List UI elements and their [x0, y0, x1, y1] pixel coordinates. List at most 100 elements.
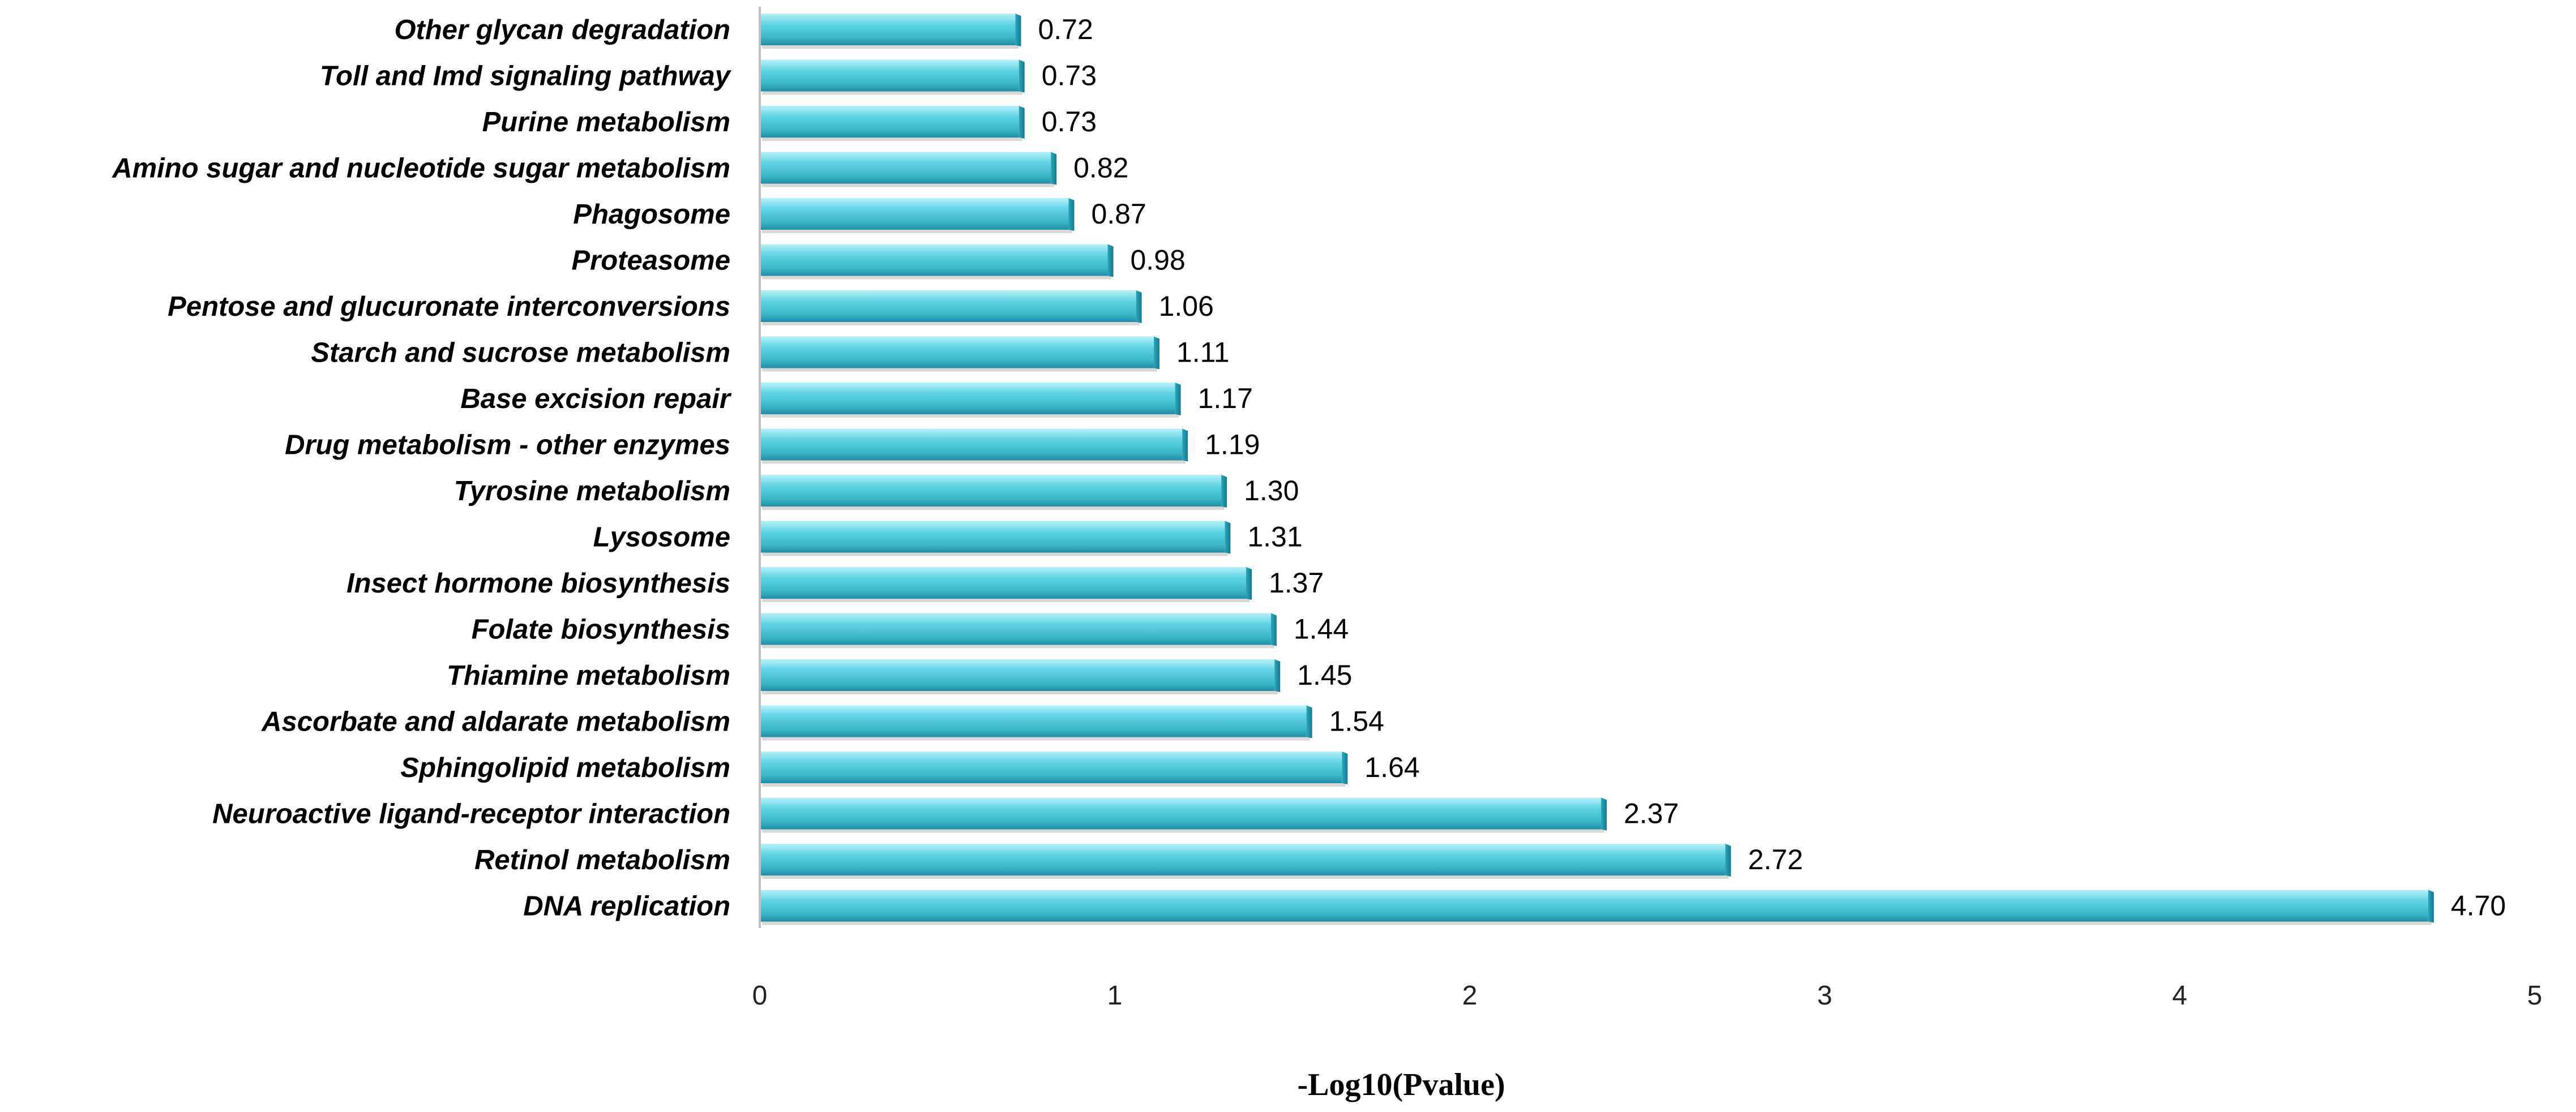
bar-shadow — [762, 690, 1278, 694]
bar — [760, 290, 1142, 325]
bar — [760, 752, 1348, 787]
value-label: 0.87 — [1091, 198, 1146, 230]
bar-cap — [1136, 290, 1142, 323]
bar-body — [760, 244, 1108, 276]
category-label: Insect hormone biosynthesis — [346, 568, 730, 599]
value-label: 0.82 — [1073, 152, 1128, 184]
bar-body — [760, 659, 1275, 691]
bar-shadow — [762, 782, 1346, 787]
category-label: Neuroactive ligand-receptor interaction — [212, 799, 730, 830]
category-label: Ascorbate and aldarate metabolism — [261, 707, 730, 737]
x-tick-labels: 0 1 2 3 4 5 — [752, 981, 2543, 1011]
bar — [760, 475, 1227, 510]
category-label: Proteasome — [571, 246, 730, 276]
bar-shadow — [762, 44, 1019, 49]
bar-body — [760, 428, 1183, 461]
bar-body — [760, 613, 1271, 645]
value-label: 1.54 — [1329, 706, 1384, 737]
bar — [760, 198, 1075, 233]
bar-body — [760, 752, 1342, 783]
value-label: 1.44 — [1294, 613, 1349, 645]
value-label: 1.31 — [1247, 521, 1302, 553]
bar-shadow — [762, 367, 1157, 372]
bar-cap — [1221, 475, 1227, 508]
bar-cap — [1246, 567, 1252, 600]
category-label: Drug metabolism - other enzymes — [285, 430, 730, 461]
bar-cap — [1015, 14, 1021, 46]
bar-cap — [1274, 659, 1281, 692]
bar-body — [760, 106, 1019, 138]
bar — [760, 844, 1731, 879]
bars-layer — [760, 14, 2434, 925]
bar-shadow — [762, 459, 1186, 464]
bar-shadow — [762, 136, 1022, 141]
value-labels: 0.72 0.73 0.73 0.82 0.87 0.98 1.06 1.11 1.17 1.19… — [1038, 14, 2506, 922]
category-label: Lysosome — [593, 522, 730, 553]
value-label: 0.72 — [1038, 14, 1093, 45]
bar-body — [760, 567, 1246, 599]
bar-shadow — [762, 274, 1111, 280]
value-label: 4.70 — [2451, 890, 2506, 922]
category-label: Other glycan degradation — [394, 15, 730, 45]
category-label: Tyrosine metabolism — [454, 476, 730, 506]
bar — [760, 567, 1252, 602]
bar-shadow — [762, 736, 1310, 741]
category-label: Sphingolipid metabolism — [400, 753, 730, 783]
bar-cap — [1270, 613, 1277, 646]
category-label: Thiamine metabolism — [447, 660, 730, 691]
x-tick-label: 4 — [2172, 981, 2188, 1011]
value-label: 0.73 — [1042, 106, 1097, 138]
bar-shadow — [762, 551, 1229, 556]
bar-body — [760, 198, 1069, 230]
bar-body — [760, 152, 1051, 184]
value-label: 1.45 — [1297, 659, 1352, 691]
value-label: 1.17 — [1198, 383, 1253, 414]
bar-cap — [2428, 890, 2434, 923]
bar-cap — [1342, 752, 1348, 784]
category-label: Retinol metabolism — [474, 845, 730, 875]
bar-cap — [1068, 198, 1075, 231]
bar-cap — [1019, 59, 1025, 93]
bar-cap — [1153, 336, 1159, 370]
category-labels: Other glycan degradation Toll and Imd sig… — [112, 15, 732, 922]
value-label: 1.19 — [1205, 429, 1260, 461]
bar-body — [760, 14, 1016, 45]
x-tick-label: 0 — [752, 981, 768, 1011]
bar — [760, 14, 1021, 49]
bar-body — [760, 59, 1019, 92]
value-label: 1.11 — [1176, 337, 1230, 368]
bar-shadow — [762, 90, 1022, 95]
value-label: 1.37 — [1269, 567, 1324, 599]
bar-cap — [1601, 797, 1607, 831]
bar-body — [760, 475, 1222, 506]
bar-shadow — [762, 920, 2432, 925]
bar — [760, 428, 1188, 464]
bar-body — [760, 521, 1225, 553]
category-label: Toll and Imd signaling pathway — [320, 61, 732, 92]
bar-cap — [1051, 152, 1057, 185]
category-label: Purine metabolism — [482, 107, 730, 138]
bar — [760, 59, 1025, 95]
bar-body — [760, 797, 1601, 830]
bar-shadow — [762, 182, 1055, 187]
bar — [760, 106, 1025, 141]
bar-cap — [1306, 705, 1312, 739]
bar — [760, 244, 1114, 280]
bar — [760, 890, 2434, 925]
category-label: Folate biosynthesis — [472, 615, 730, 645]
value-label: 0.73 — [1042, 60, 1097, 92]
bar-cap — [1725, 844, 1731, 877]
x-tick-label: 3 — [1817, 981, 1833, 1011]
bar-cap — [1182, 428, 1188, 462]
bar-shadow — [762, 321, 1140, 325]
bar — [760, 659, 1281, 694]
bar-body — [760, 383, 1175, 414]
bar-shadow — [762, 229, 1072, 233]
bar — [760, 797, 1607, 833]
x-tick-label: 5 — [2527, 981, 2543, 1011]
bar — [760, 705, 1312, 741]
category-label: Base excision repair — [460, 384, 732, 414]
value-label: 1.64 — [1364, 752, 1419, 783]
bar — [760, 383, 1181, 418]
bar-cap — [1225, 521, 1231, 554]
